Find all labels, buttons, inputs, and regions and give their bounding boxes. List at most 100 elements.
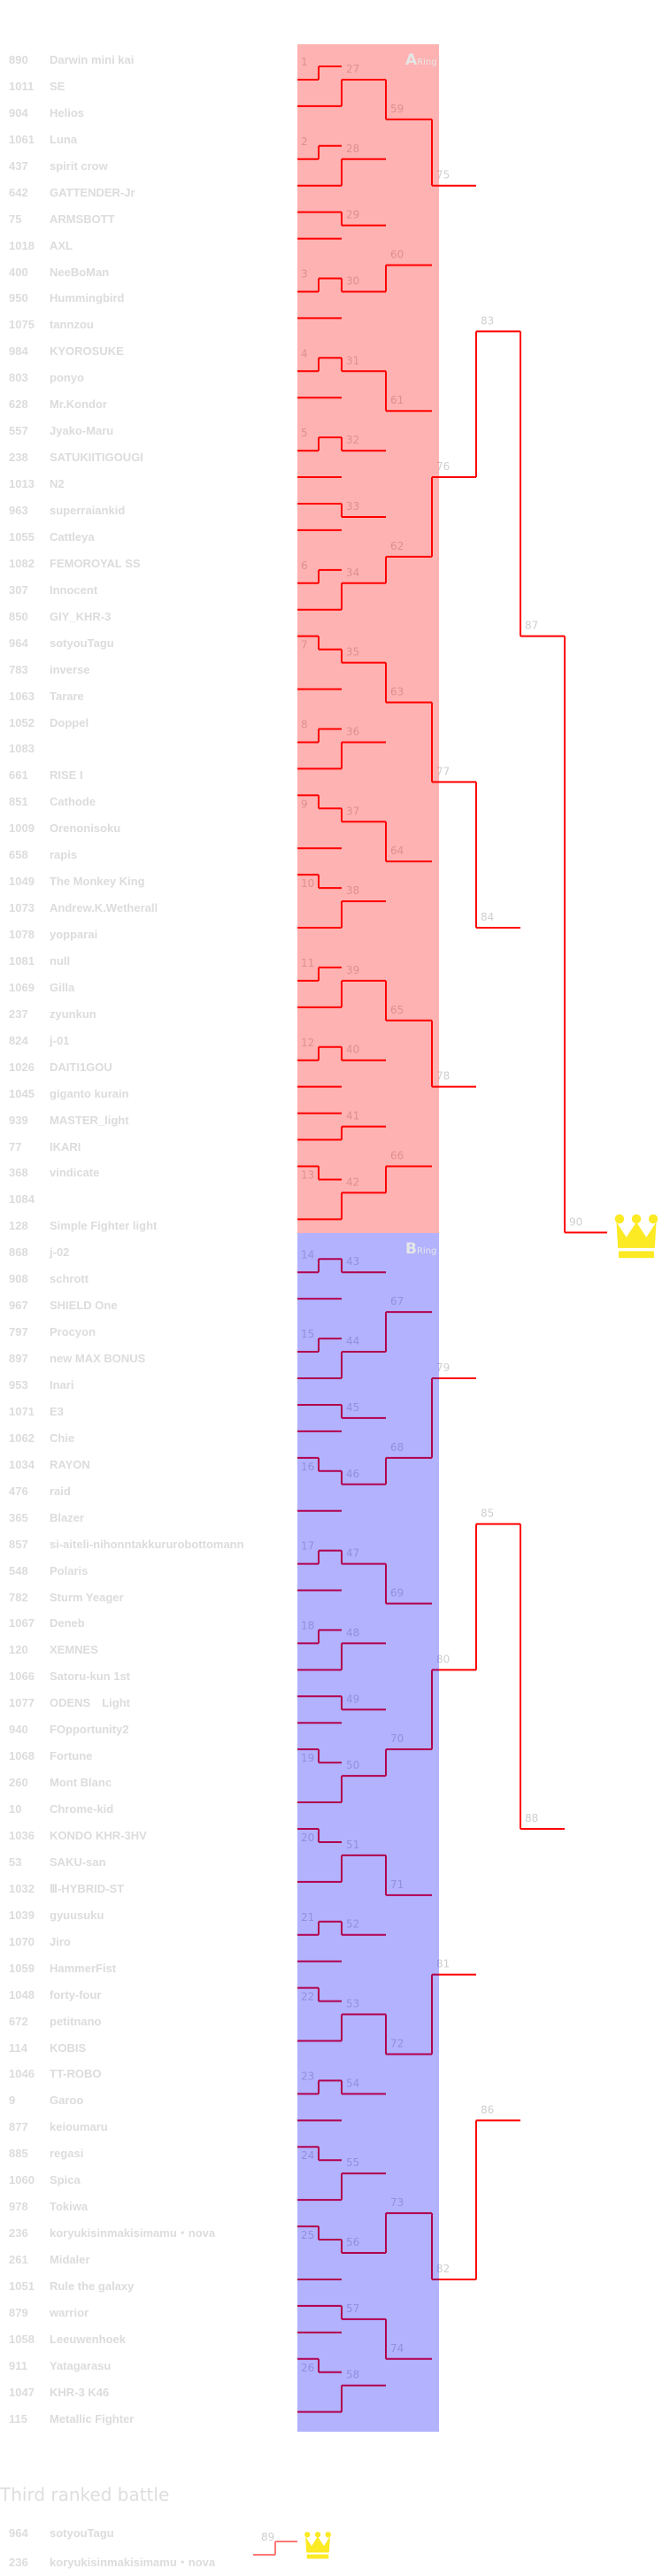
entrant-id: 120 — [9, 1643, 28, 1657]
match-number-label: 3 — [301, 267, 308, 280]
match-number-label: 78 — [436, 1070, 450, 1083]
match-number-label: 9 — [301, 798, 308, 810]
entrant-name: giganto kurain — [50, 1086, 129, 1100]
entrant-name: Procyon — [50, 1325, 96, 1339]
entrant-id: 1069 — [9, 980, 35, 994]
match-number-label: 88 — [525, 1812, 538, 1824]
entrant-name: Mr.Kondor — [50, 397, 107, 412]
match-number-label: 10 — [301, 877, 314, 890]
match-number-label: 28 — [346, 143, 359, 155]
entrant-id: 1081 — [9, 953, 35, 968]
entrant-name: warrior — [50, 2305, 89, 2319]
entrant-name: GIY_KHR-3 — [50, 609, 112, 623]
match-number-label: 87 — [525, 620, 538, 632]
entrant-name: IKARI — [50, 1139, 81, 1153]
entrant-id: 237 — [9, 1006, 28, 1021]
entrant-name: Inari — [50, 1378, 74, 1392]
entrant-id: 1073 — [9, 901, 35, 915]
match-number-label: 31 — [346, 354, 359, 366]
entrant-id: 1075 — [9, 318, 35, 332]
entrant-id: 1047 — [9, 2385, 35, 2399]
match-number-label: 83 — [481, 314, 494, 327]
match-number-label: 39 — [346, 964, 359, 976]
match-number-label: 45 — [346, 1401, 359, 1414]
entrant-name: KHR-3 K46 — [50, 2385, 110, 2399]
entrant-name: Cathode — [50, 795, 96, 809]
match-number-label: 54 — [346, 2077, 359, 2089]
entrant-name: ODENS Light — [50, 1696, 130, 1710]
entrant-name: Innocent — [50, 582, 98, 597]
match-number-label: 2 — [301, 135, 308, 148]
entrant-id: 857 — [9, 1537, 28, 1551]
entrant-name: Fortune — [50, 1749, 93, 1763]
entrant-name: KYOROSUKE — [50, 344, 124, 359]
entrant-id: 1059 — [9, 1961, 35, 1975]
match-number-label: 84 — [481, 911, 494, 923]
entrant-id: 939 — [9, 1113, 28, 1127]
entrant-id: 238 — [9, 451, 28, 465]
entrant-name: Metallic Fighter — [50, 2411, 135, 2426]
entrant-name: Tokiwa — [50, 2200, 89, 2214]
entrant-id: 868 — [9, 1246, 28, 1260]
entrant-name: Spica — [50, 2173, 81, 2187]
entrant-id: 1026 — [9, 1060, 35, 1074]
match-number-label: 22 — [301, 1991, 314, 2003]
match-number-label: 38 — [346, 884, 359, 897]
entrant-id: 803 — [9, 371, 28, 385]
entrant-name: yopparai — [50, 928, 98, 942]
entrant-id: 1051 — [9, 2279, 35, 2293]
entrant-id: 967 — [9, 1299, 28, 1313]
entrant-name: Tarare — [50, 689, 84, 703]
entrant-name: FOpportunity2 — [50, 1723, 129, 1737]
entrant-id: 10 — [9, 1802, 22, 1816]
entrant-name: FEMOROYAL SS — [50, 556, 141, 570]
match-number-label: 13 — [301, 1168, 314, 1181]
entrant-id: 911 — [9, 2358, 27, 2372]
entrant-id: 53 — [9, 1855, 22, 1869]
entrant-name: Deneb — [50, 1616, 85, 1631]
entrant-id: 9 — [9, 2094, 16, 2108]
match-number-label: 70 — [390, 1732, 404, 1745]
entrant-id: 1018 — [9, 238, 35, 252]
entrant-name: forty-four — [50, 1987, 102, 2001]
entrant-id: 75 — [9, 212, 22, 226]
entrant-name: Doppel — [50, 715, 89, 729]
entrant-name: Mont Blanc — [50, 1776, 112, 1790]
match-number-label: 75 — [436, 169, 450, 181]
entrant-id: 1078 — [9, 928, 35, 942]
ring-word: Ring — [417, 58, 437, 67]
entrant-name: Ⅲ-HYBRID-ST — [50, 1881, 125, 1895]
match-number-label: 67 — [390, 1295, 404, 1307]
entrant-id: 1083 — [9, 742, 35, 756]
match-number-label: 14 — [301, 1248, 314, 1261]
entrant-name: Blazer — [50, 1510, 85, 1524]
entrant-id: 877 — [9, 2120, 28, 2134]
entrant-id: 1062 — [9, 1431, 35, 1445]
entrant-id: 1071 — [9, 1404, 35, 1418]
entrant-name: j-02 — [50, 1246, 70, 1260]
entrant-name: Satoru-kun 1st — [50, 1670, 131, 1684]
entrant-name: petitnano — [50, 2014, 102, 2028]
entrant-id: 1060 — [9, 2173, 35, 2187]
match-number-label: 40 — [346, 1044, 359, 1056]
entrant-id: 476 — [9, 1484, 28, 1498]
match-number-label: 58 — [346, 2369, 359, 2381]
entrant-name: SE — [50, 79, 65, 93]
entrant-name: Jyako-Maru — [50, 424, 114, 438]
match-number-label: 82 — [436, 2263, 450, 2275]
entrant-name: new MAX BONUS — [50, 1352, 146, 1366]
entrant-name: RAYON — [50, 1457, 90, 1471]
third-place-match-label: 89 — [261, 2531, 274, 2543]
match-number-label: 26 — [301, 2362, 314, 2374]
match-number-label: 63 — [390, 686, 404, 698]
entrant-name: SAKU-san — [50, 1855, 106, 1869]
ring-b-label: BRing — [405, 1240, 436, 1258]
match-number-label: 44 — [346, 1335, 359, 1347]
entrant-id: 1082 — [9, 556, 35, 570]
entrant-name: schrott — [50, 1272, 89, 1286]
match-number-label: 73 — [390, 2196, 404, 2209]
entrant-id: 908 — [9, 1272, 28, 1286]
match-number-label: 68 — [390, 1441, 404, 1454]
match-number-label: 46 — [346, 1468, 359, 1480]
entrant-id: 1048 — [9, 1987, 35, 2001]
